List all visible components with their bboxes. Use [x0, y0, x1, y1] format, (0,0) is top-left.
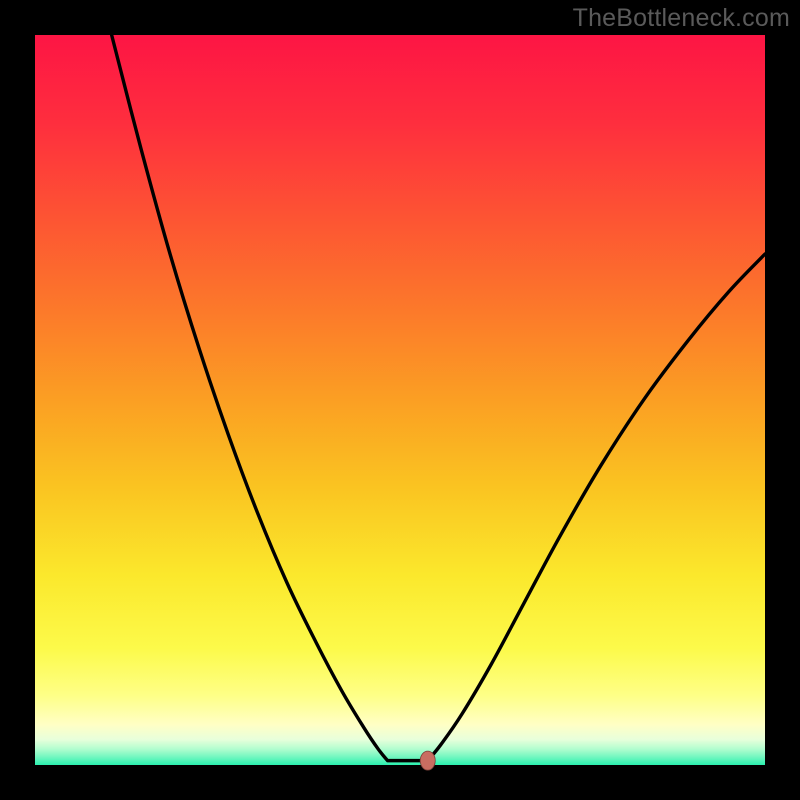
source-watermark: TheBottleneck.com	[573, 4, 790, 33]
chart-container: TheBottleneck.com	[0, 0, 800, 800]
plot-gradient-background	[35, 35, 765, 765]
bottleneck-chart	[0, 0, 800, 800]
optimal-point-marker	[420, 751, 435, 770]
